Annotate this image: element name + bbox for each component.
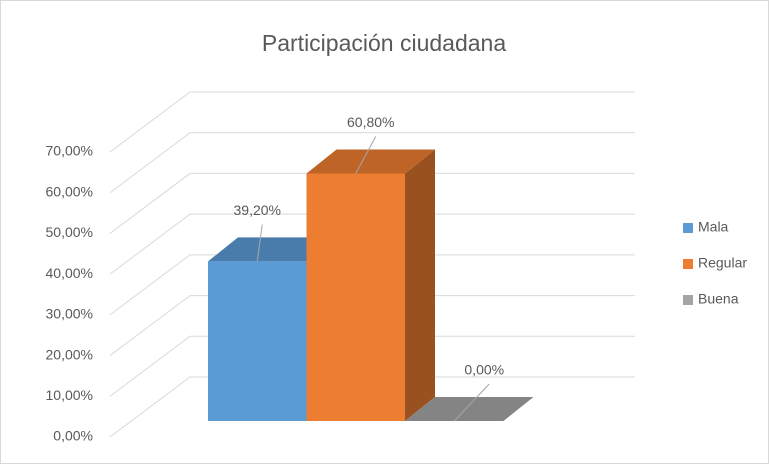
legend-swatch (683, 223, 693, 233)
y-tick-label: 40,00% (46, 265, 93, 281)
grid-line (109, 213, 635, 275)
bar (208, 261, 307, 421)
bar-top (405, 397, 534, 421)
leader-line (355, 136, 377, 174)
grid-line (109, 295, 635, 356)
bar-top (306, 149, 435, 174)
data-label: 60,80% (347, 114, 394, 130)
legend-label: Buena (698, 291, 739, 307)
y-tick-label: 70,00% (46, 143, 93, 159)
y-tick-label: 20,00% (46, 346, 93, 362)
legend-swatch (683, 295, 693, 305)
grid-line (109, 91, 635, 153)
data-label: 39,20% (234, 202, 281, 218)
y-tick-label: 0,00% (53, 428, 93, 444)
grid-line (109, 254, 635, 316)
y-tick-label: 30,00% (46, 306, 93, 322)
legend-label: Mala (698, 219, 729, 235)
bar-top (208, 237, 337, 262)
legend-swatch (683, 259, 693, 269)
bar-side (405, 149, 435, 421)
grid-line (109, 376, 635, 438)
y-tick-label: 10,00% (46, 387, 93, 403)
grid-line (109, 132, 635, 194)
grid-line (109, 172, 635, 234)
leader-line (256, 224, 263, 262)
legend-label: Regular (698, 255, 747, 271)
data-label: 0,00% (464, 362, 504, 378)
grid-line (109, 335, 635, 397)
chart-title: Participación ciudadana (262, 30, 506, 56)
y-tick-label: 50,00% (46, 224, 93, 240)
bar (306, 173, 405, 421)
y-tick-label: 60,00% (46, 183, 93, 199)
leader-line (453, 383, 490, 422)
